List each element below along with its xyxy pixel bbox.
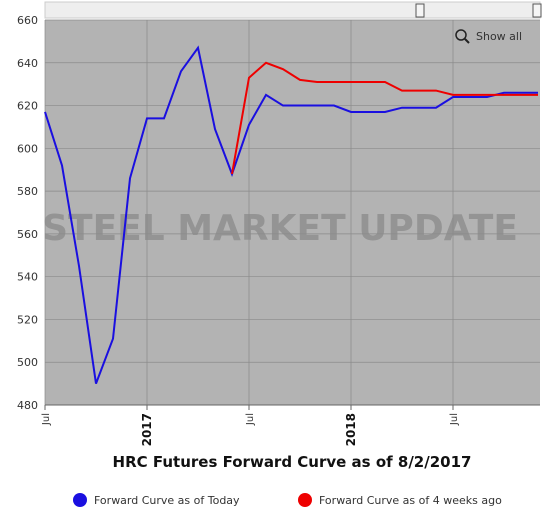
show-all-button[interactable]: Show all <box>455 29 522 44</box>
x-tick-label: Jul <box>41 413 52 426</box>
legend-marker <box>73 493 87 507</box>
legend-label: Forward Curve as of Today <box>94 494 240 507</box>
legend-label: Forward Curve as of 4 weeks ago <box>319 494 502 507</box>
x-tick-label: Jul <box>245 413 256 426</box>
chart-title: HRC Futures Forward Curve as of 8/2/2017 <box>113 453 472 471</box>
legend-marker <box>298 493 312 507</box>
y-tick-label: 560 <box>17 228 38 241</box>
plot-area <box>45 20 540 405</box>
watermark: STEEL MARKET UPDATE <box>42 208 518 249</box>
y-tick-label: 480 <box>17 399 38 412</box>
y-tick-label: 580 <box>17 185 38 198</box>
navigator <box>44 1 541 19</box>
y-tick-label: 620 <box>17 100 38 113</box>
y-tick-label: 500 <box>17 356 38 369</box>
y-tick-label: 520 <box>17 313 38 326</box>
y-tick-label: 660 <box>17 14 38 27</box>
nav-handle[interactable] <box>415 3 425 18</box>
y-tick-label: 540 <box>17 271 38 284</box>
nav-handle[interactable] <box>532 3 542 18</box>
x-tick-label: Jul <box>449 413 460 426</box>
y-tick-label: 640 <box>17 57 38 70</box>
y-tick-label: 600 <box>17 142 38 155</box>
series-line <box>44 45 538 384</box>
button-label[interactable]: Show all <box>476 30 522 43</box>
x-tick-label: 2017 <box>140 413 154 446</box>
x-tick-label: 2018 <box>344 413 358 446</box>
series-line <box>231 61 538 175</box>
